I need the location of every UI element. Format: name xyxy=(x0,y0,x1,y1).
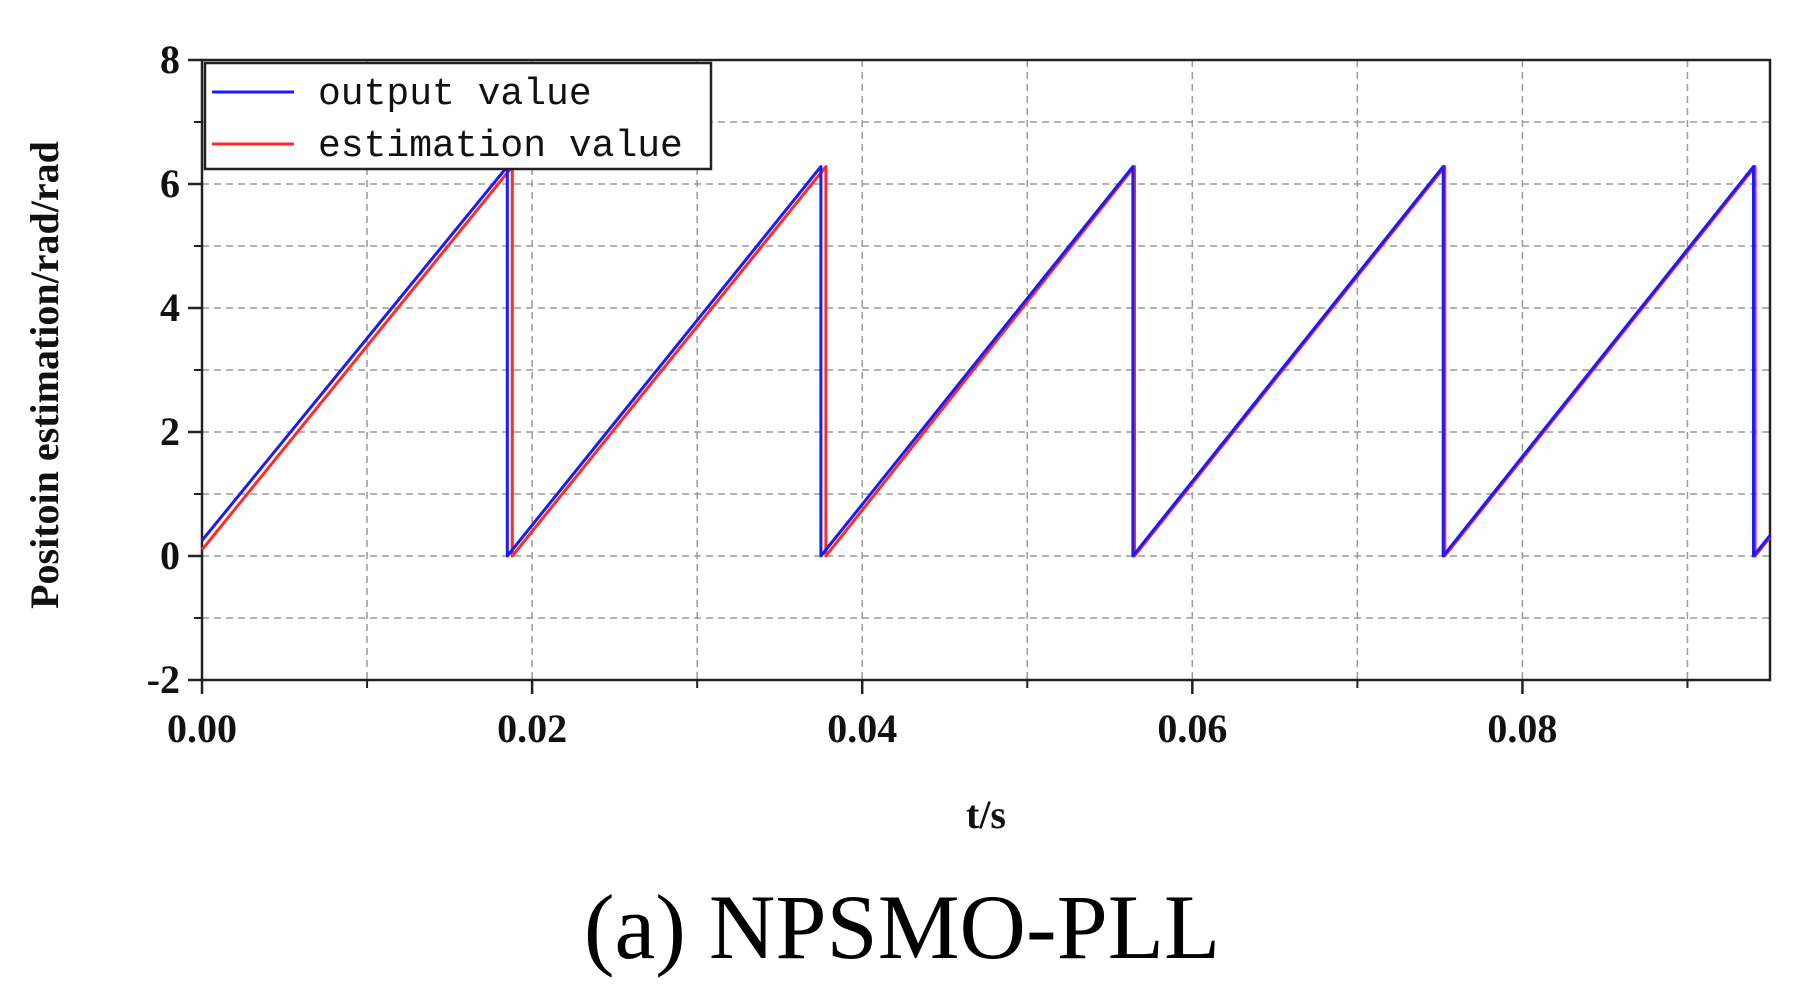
legend-label-estimation-value: estimation value xyxy=(318,125,683,168)
series-line-output-value xyxy=(200,165,1772,558)
y-tick-label: 0 xyxy=(160,533,180,578)
x-tick-label: 0.08 xyxy=(1487,706,1557,751)
data-series xyxy=(200,165,1772,558)
x-tick-label: 0.02 xyxy=(497,706,567,751)
x-tick-label: 0.00 xyxy=(167,706,237,751)
y-axis-label: Positoin estimation/rad/rad xyxy=(22,141,67,609)
y-tick-label: 6 xyxy=(160,161,180,206)
y-tick-label: 8 xyxy=(160,37,180,82)
x-axis-label: t/s xyxy=(966,792,1006,837)
y-tick-label: 2 xyxy=(160,409,180,454)
figure-caption: (a) NPSMO-PLL xyxy=(584,876,1220,978)
x-tick-label: 0.04 xyxy=(827,706,897,751)
axis-ticks: 0.00 0.02 0.04 0.06 0.08 -2 0 2 4 6 8 xyxy=(147,37,1689,751)
grid-lines xyxy=(202,60,1770,680)
y-tick-label: -2 xyxy=(147,657,180,702)
legend-label-output-value: output value xyxy=(318,73,592,116)
x-tick-label: 0.06 xyxy=(1157,706,1227,751)
legend: output value estimation value xyxy=(203,61,713,171)
series-line-estimation-value xyxy=(200,165,1772,558)
legend-box xyxy=(203,61,713,171)
y-tick-label: 4 xyxy=(160,285,180,330)
